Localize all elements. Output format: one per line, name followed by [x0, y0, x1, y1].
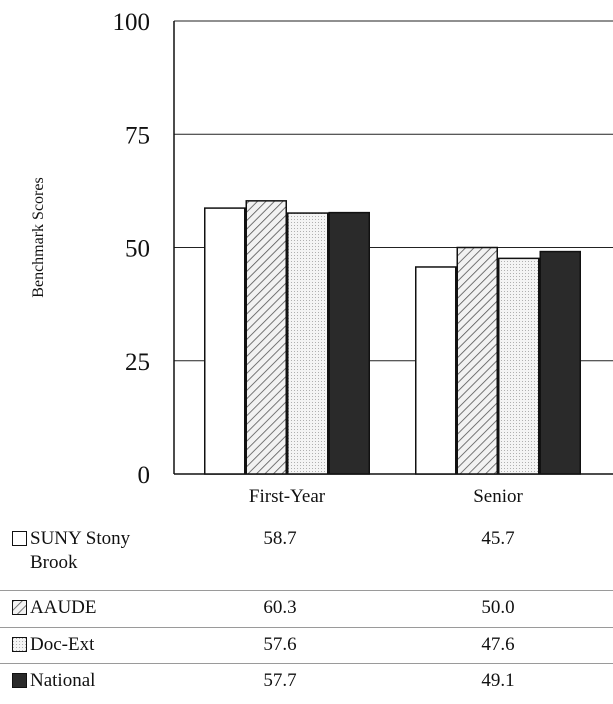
table-cell: 58.7 [263, 528, 297, 549]
row-label-text: National [30, 670, 96, 691]
y-tick-label: 25 [125, 349, 150, 376]
benchmark-bar-chart: 0 25 50 75 100 Benchmark Scores First-Year Seni… [30, 9, 613, 507]
table-cell: 45.7 [481, 528, 515, 549]
legend-swatch-suny [12, 531, 27, 546]
row-label-text: Doc-Ext [30, 634, 95, 655]
y-tick-label: 75 [125, 122, 150, 149]
y-axis-title: Benchmark Scores [30, 177, 47, 297]
row-label: National [12, 669, 170, 693]
x-category-label: First-Year [249, 486, 326, 507]
bar [498, 257, 540, 475]
legend-swatch-aaude [12, 600, 27, 615]
table-cell: 49.1 [481, 670, 515, 691]
table-cell: 60.3 [263, 597, 297, 618]
bar [456, 246, 498, 475]
y-tick-label: 0 [138, 462, 151, 489]
bar [287, 212, 329, 475]
table-cell: 50.0 [481, 597, 515, 618]
row-label: SUNY Stony Brook [12, 527, 170, 575]
table-row: SUNY Stony Brook 58.7 45.7 [0, 522, 613, 591]
table-row: National 57.7 49.1 [0, 664, 613, 702]
x-category-label: Senior [473, 486, 523, 507]
table-row: Doc-Ext 57.6 47.6 [0, 628, 613, 664]
table-row: AAUDE 60.3 50.0 [0, 591, 613, 628]
row-label-text: SUNY Stony Brook [30, 528, 131, 573]
bar [539, 250, 581, 475]
table-cell: 47.6 [481, 634, 515, 655]
bar [415, 266, 457, 475]
row-label: AAUDE [12, 596, 170, 620]
y-tick-label: 50 [125, 236, 150, 263]
y-tick-label: 100 [113, 9, 151, 36]
legend-swatch-national [12, 673, 27, 688]
bar [204, 207, 246, 475]
bar [245, 200, 287, 475]
data-table: SUNY Stony Brook 58.7 45.7 AAUDE 60.3 50… [0, 522, 613, 702]
table-cell: 57.6 [263, 634, 297, 655]
row-label-text: AAUDE [30, 597, 97, 618]
bar [328, 211, 370, 475]
row-label: Doc-Ext [12, 633, 170, 657]
legend-swatch-doc-ext [12, 637, 27, 652]
table-cell: 57.7 [263, 670, 297, 691]
